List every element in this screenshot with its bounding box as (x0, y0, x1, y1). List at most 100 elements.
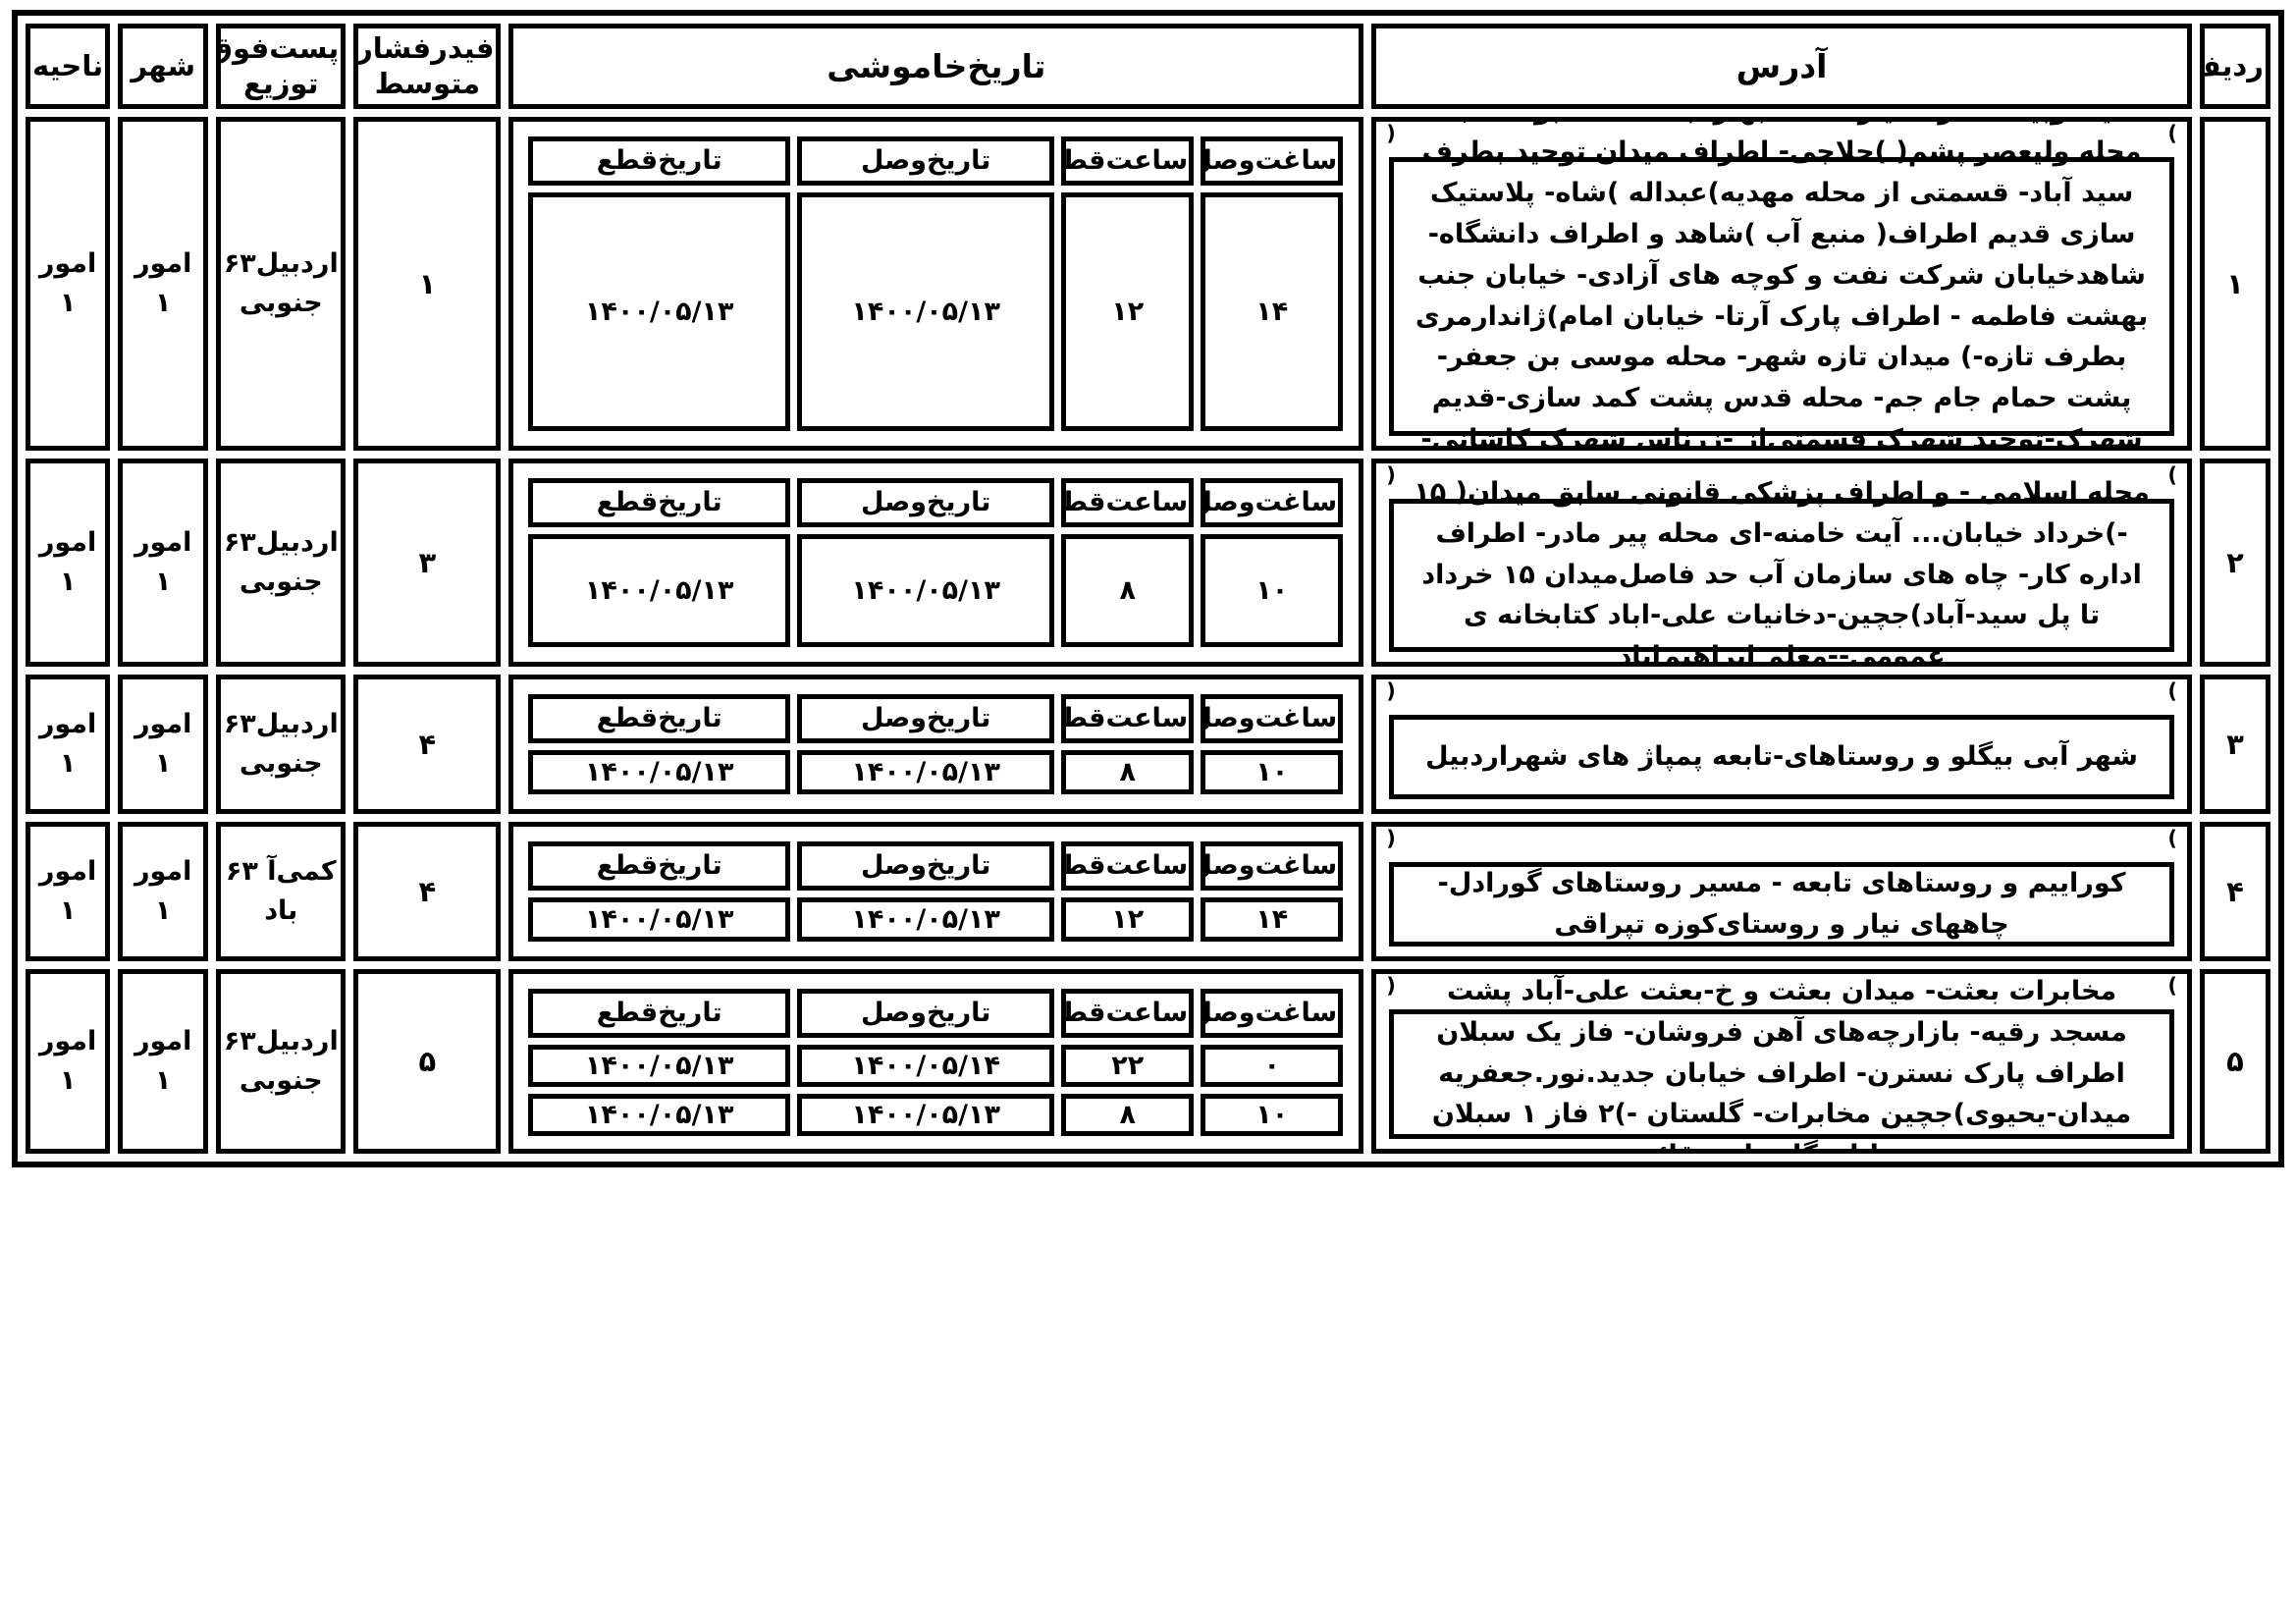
outage-header-row: ساغت‌وصل ساعت‌قطع تاریخ‌وصل تاریخ‌قطع (528, 840, 1344, 891)
feeder-cell: ۴ (353, 821, 502, 961)
connect-hour-cell: ۱۰ (1201, 749, 1344, 794)
table-row: ۲ ) ( محله اسلامی - و اطراف پزشکی قانونی… (26, 458, 2270, 667)
feeder-cell: ۳ (353, 458, 502, 667)
connect-date-cell: ۱۴۰۰/۰۵/۱۴ (797, 1044, 1055, 1087)
district-cell: امور ۱ (26, 116, 111, 451)
address-cell: ) ( مخابرات بعثت- میدان بعثت و خ-بعثت عل… (1371, 968, 2192, 1154)
table-row: ۳ ) ( شهر آبی بیگلو و روستاهای-تابعه پمپ… (26, 674, 2270, 814)
substation-cell: اردبیل۶۳ جنوبی (216, 968, 347, 1154)
address-text: شهر آبی بیگلو و روستاهای-تابعه پمپاژ های… (1389, 714, 2174, 799)
connect-date-cell: ۱۴۰۰/۰۵/۱۳ (797, 749, 1055, 794)
outage-table: ساغت‌وصل ساعت‌قطع تاریخ‌وصل تاریخ‌قطع ۱۴… (521, 835, 1350, 948)
connect-date-cell: ۱۴۰۰/۰۵/۱۳ (797, 1093, 1055, 1136)
cut-date-header: تاریخ‌قطع (528, 988, 791, 1038)
cut-hour-cell: ۱۲ (1061, 896, 1195, 942)
connect-date-cell: ۱۴۰۰/۰۵/۱۳ (797, 191, 1055, 431)
page: ردیف آدرس تاریخ‌خاموشی فیدرفشار متوسط پس… (12, 10, 2284, 1167)
header-row: ردیف آدرس تاریخ‌خاموشی فیدرفشار متوسط پس… (26, 24, 2270, 109)
feeder-cell: ۵ (353, 968, 502, 1154)
district-cell: امور ۱ (26, 968, 111, 1154)
cut-date-header: تاریخ‌قطع (528, 135, 791, 186)
outage-data-row: ۰ ۲۲ ۱۴۰۰/۰۵/۱۴ ۱۴۰۰/۰۵/۱۳ (528, 1044, 1344, 1087)
cut-hour-cell: ۸ (1061, 1093, 1195, 1136)
city-cell: امور ۱ (118, 674, 209, 814)
outage-table: ساغت‌وصل ساعت‌قطع تاریخ‌وصل تاریخ‌قطع ۱۴… (521, 130, 1350, 438)
substation-cell: کمی‌آ ۶۳ باد (216, 821, 347, 961)
connect-hour-cell: ۰ (1201, 1044, 1344, 1087)
corner-mark: ( (2167, 462, 2177, 487)
address-cell: ) ( محله اسلامی - و اطراف پزشکی قانونی س… (1371, 458, 2192, 667)
address-cell: ) ( -یعقوبیه سه راه نیار- محله بهار آباد… (1371, 116, 2192, 451)
cut-hour-cell: ۲۲ (1061, 1044, 1195, 1087)
district-cell: امور ۱ (26, 458, 111, 667)
connect-date-cell: ۱۴۰۰/۰۵/۱۳ (797, 533, 1055, 647)
district-cell: امور ۱ (26, 821, 111, 961)
connect-hour-header: ساغت‌وصل (1201, 988, 1344, 1038)
address-text: محله اسلامی - و اطراف پزشکی قانونی سابق … (1389, 477, 2174, 662)
cut-hour-header: ساعت‌قطع (1061, 840, 1195, 891)
cut-date-cell: ۱۴۰۰/۰۵/۱۳ (528, 749, 791, 794)
connect-hour-header: ساغت‌وصل (1201, 477, 1344, 527)
header-substation: پست‌فوق توزیع (216, 24, 347, 109)
connect-date-header: تاریخ‌وصل (797, 840, 1055, 891)
connect-hour-header: ساغت‌وصل (1201, 135, 1344, 186)
connect-hour-header: ساغت‌وصل (1201, 693, 1344, 743)
corner-mark: ) (1386, 826, 1396, 850)
corner-mark: ( (2167, 826, 2177, 850)
corner-mark: ) (1386, 973, 1396, 998)
row-index-cell: ۵ (2199, 968, 2270, 1154)
cut-date-cell: ۱۴۰۰/۰۵/۱۳ (528, 896, 791, 942)
outage-data-row: ۱۰ ۸ ۱۴۰۰/۰۵/۱۳ ۱۴۰۰/۰۵/۱۳ (528, 1093, 1344, 1136)
outage-table: ساغت‌وصل ساعت‌قطع تاریخ‌وصل تاریخ‌قطع ۱۰… (521, 687, 1350, 801)
corner-mark: ( (2167, 973, 2177, 998)
address-text: مخابرات بعثت- میدان بعثت و خ-بعثت علی-آب… (1389, 976, 2174, 1149)
table-row: ۴ ) ( کوراییم و روستاهای تابعه - مسیر رو… (26, 821, 2270, 961)
outage-data-row: ۱۰ ۸ ۱۴۰۰/۰۵/۱۳ ۱۴۰۰/۰۵/۱۳ (528, 749, 1344, 794)
outage-cell: ساغت‌وصل ساعت‌قطع تاریخ‌وصل تاریخ‌قطع ۱۰… (508, 674, 1364, 814)
cut-date-header: تاریخ‌قطع (528, 477, 791, 527)
connect-date-cell: ۱۴۰۰/۰۵/۱۳ (797, 896, 1055, 942)
connect-date-header: تاریخ‌وصل (797, 988, 1055, 1038)
corner-mark: ) (1386, 462, 1396, 487)
cut-hour-cell: ۸ (1061, 533, 1195, 647)
substation-cell: اردبیل۶۳ جنوبی (216, 458, 347, 667)
corner-mark: ( (2167, 678, 2177, 703)
feeder-cell: ۱ (353, 116, 502, 451)
cut-date-cell: ۱۴۰۰/۰۵/۱۳ (528, 1044, 791, 1087)
outage-data-row: ۱۴ ۱۲ ۱۴۰۰/۰۵/۱۳ ۱۴۰۰/۰۵/۱۳ (528, 191, 1344, 431)
city-cell: امور ۱ (118, 968, 209, 1154)
header-address: آدرس (1371, 24, 2192, 109)
outage-cell: ساغت‌وصل ساعت‌قطع تاریخ‌وصل تاریخ‌قطع ۱۴… (508, 821, 1364, 961)
outage-cell: ساغت‌وصل ساعت‌قطع تاریخ‌وصل تاریخ‌قطع ۰ … (508, 968, 1364, 1154)
header-radif: ردیف (2199, 24, 2270, 109)
cut-hour-header: ساعت‌قطع (1061, 477, 1195, 527)
city-cell: امور ۱ (118, 116, 209, 451)
outage-table-wrap: ساغت‌وصل ساعت‌قطع تاریخ‌وصل تاریخ‌قطع ۱۰… (522, 687, 1350, 801)
header-city: شهر (118, 24, 209, 109)
cut-hour-cell: ۸ (1061, 749, 1195, 794)
outage-header-row: ساغت‌وصل ساعت‌قطع تاریخ‌وصل تاریخ‌قطع (528, 988, 1344, 1038)
table-row: ۵ ) ( مخابرات بعثت- میدان بعثت و خ-بعثت … (26, 968, 2270, 1154)
city-cell: امور ۱ (118, 821, 209, 961)
connect-date-header: تاریخ‌وصل (797, 135, 1055, 186)
outage-cell: ساغت‌وصل ساعت‌قطع تاریخ‌وصل تاریخ‌قطع ۱۰… (508, 458, 1364, 667)
city-cell: امور ۱ (118, 458, 209, 667)
connect-hour-cell: ۱۰ (1201, 1093, 1344, 1136)
address-text: کوراییم و روستاهای تابعه - مسیر روستاهای… (1389, 861, 2174, 947)
outage-header-row: ساغت‌وصل ساعت‌قطع تاریخ‌وصل تاریخ‌قطع (528, 135, 1344, 186)
connect-hour-cell: ۱۰ (1201, 533, 1344, 647)
cut-date-cell: ۱۴۰۰/۰۵/۱۳ (528, 533, 791, 647)
district-cell: امور ۱ (26, 674, 111, 814)
substation-cell: اردبیل۶۳ جنوبی (216, 116, 347, 451)
row-index-cell: ۴ (2199, 821, 2270, 961)
address-cell: ) ( شهر آبی بیگلو و روستاهای-تابعه پمپاژ… (1371, 674, 2192, 814)
header-outage-date: تاریخ‌خاموشی (508, 24, 1364, 109)
corner-mark: ) (1386, 121, 1396, 145)
outage-data-row: ۱۴ ۱۲ ۱۴۰۰/۰۵/۱۳ ۱۴۰۰/۰۵/۱۳ (528, 896, 1344, 942)
row-index-cell: ۲ (2199, 458, 2270, 667)
cut-hour-header: ساعت‌قطع (1061, 693, 1195, 743)
outage-header-row: ساغت‌وصل ساعت‌قطع تاریخ‌وصل تاریخ‌قطع (528, 477, 1344, 527)
address-text: -یعقوبیه سه راه نیار- محله بهار آباد- مح… (1389, 122, 2174, 446)
connect-date-header: تاریخ‌وصل (797, 477, 1055, 527)
corner-mark: ) (1386, 678, 1396, 703)
